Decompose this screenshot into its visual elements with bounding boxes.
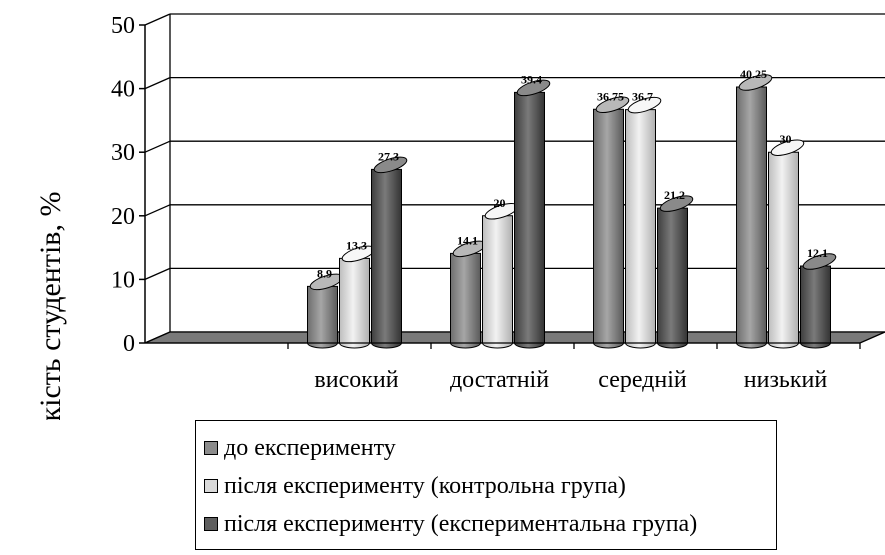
gridline-depth: [144, 77, 171, 90]
bar: [800, 265, 831, 349]
y-tick-label: 30: [111, 140, 135, 166]
data-label: 39.4: [521, 72, 542, 86]
bar-cap: [659, 195, 694, 212]
bar: [657, 207, 688, 349]
bar-cap: [595, 96, 630, 114]
legend-swatch: [204, 517, 218, 531]
legend-item-before: до експерименту: [204, 433, 396, 463]
bar: [307, 285, 338, 349]
legend-item-experimental: після експерименту (експериментальна гру…: [204, 509, 697, 539]
legend-swatch: [204, 479, 218, 493]
legend-item-control: після експерименту (контрольна група): [204, 471, 626, 501]
data-label: 40.25: [740, 67, 767, 81]
y-axis-label: Кількість студентів, %: [34, 192, 67, 420]
bar: [339, 257, 370, 349]
bar-cap: [627, 96, 662, 114]
category-label: достатній: [450, 367, 549, 393]
bar: [482, 215, 513, 349]
legend-label: після експерименту (контрольна група): [224, 472, 626, 499]
data-label: 20: [494, 196, 506, 210]
y-axis: 0 10 20 30 40 50: [111, 13, 146, 357]
data-label: 27.3: [378, 149, 399, 163]
bars: [307, 74, 837, 349]
legend-swatch: [204, 441, 218, 455]
bar: [625, 109, 656, 349]
bar: [768, 151, 799, 349]
bar: [736, 86, 767, 349]
bar: [371, 168, 402, 349]
y-tick-label: 20: [111, 204, 135, 230]
data-label: 14.1: [457, 233, 478, 247]
y-tick-label: 40: [111, 77, 135, 103]
x-axis: високий достатній середній низький: [145, 342, 861, 393]
category-label: високий: [314, 367, 398, 393]
gridline-depth: [144, 267, 171, 280]
bar-cap: [738, 74, 773, 91]
y-tick-label: 50: [111, 13, 135, 39]
data-label: 21.2: [664, 188, 685, 202]
chart: 0 10 20 30 40 50 8.9 13.3 27.3 14.1 20 39.4 36.75 36…: [34, 13, 885, 420]
category-label: середній: [598, 367, 687, 393]
bar-cap: [770, 139, 805, 156]
category-label: низький: [744, 367, 828, 393]
y-tick-label: 10: [111, 267, 135, 293]
data-label: 36.75: [597, 89, 624, 103]
legend-label: до експерименту: [224, 434, 396, 461]
data-label: 36.7: [632, 90, 653, 104]
data-labels: 8.9 13.3 27.3 14.1 20 39.4 36.75 36.7 21.2 40.25 3…: [317, 67, 828, 280]
bar: [450, 252, 481, 349]
data-label: 8.9: [317, 266, 332, 280]
data-label: 30: [780, 132, 792, 146]
bar-cap: [373, 156, 408, 174]
data-label: 13.3: [346, 238, 367, 252]
gridline-depth: [144, 13, 171, 26]
legend: до експерименту після експерименту (конт…: [195, 420, 777, 550]
bar: [593, 108, 624, 349]
bar: [514, 91, 545, 349]
data-label: 12.1: [807, 246, 828, 260]
bar-cap: [516, 79, 551, 97]
legend-label: після експерименту (експериментальна гру…: [224, 510, 698, 537]
gridline-depth: [144, 140, 171, 153]
bar-cap: [802, 253, 837, 270]
y-tick-label: 0: [123, 331, 135, 357]
gridline-depth: [144, 204, 171, 217]
